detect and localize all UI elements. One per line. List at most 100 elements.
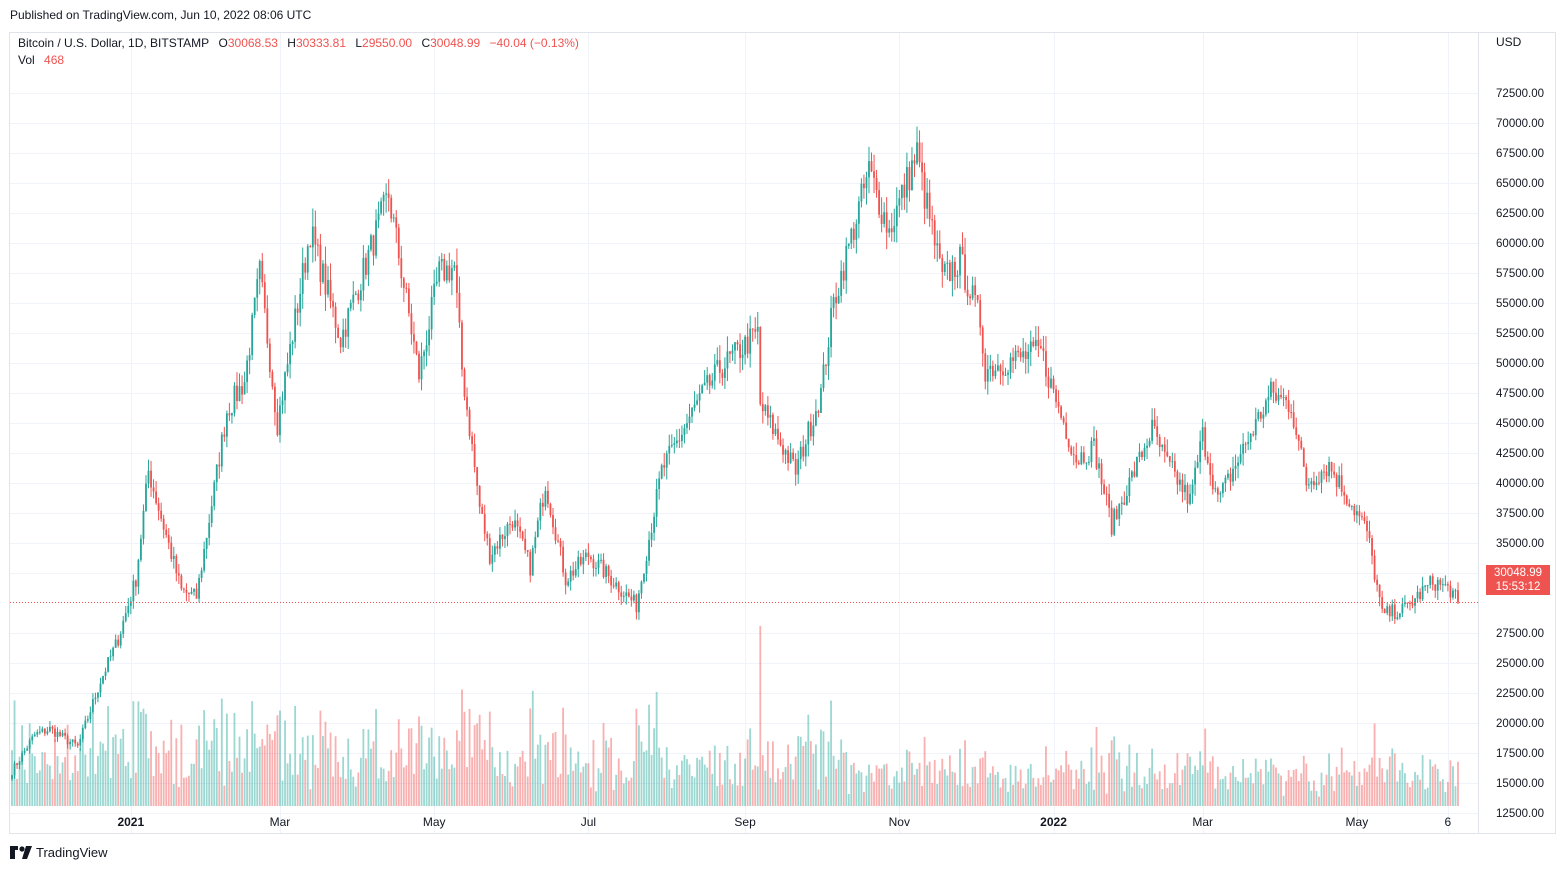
candle-body	[534, 537, 537, 549]
candle-body	[1052, 378, 1055, 390]
volume-bar	[1361, 784, 1363, 806]
volume-bar	[1075, 769, 1078, 806]
volume-bar	[1209, 761, 1212, 806]
candle-body	[1022, 351, 1025, 358]
candle-body	[1161, 444, 1164, 448]
candle-body	[311, 226, 314, 248]
candle-body	[1325, 471, 1328, 477]
volume-bar	[463, 711, 466, 806]
candle-body	[185, 589, 188, 593]
candle-body	[1345, 495, 1348, 504]
candle-body	[43, 728, 46, 734]
candle-body	[1103, 484, 1105, 494]
volume-bar	[734, 763, 736, 806]
candle-body	[175, 555, 178, 574]
volume-bar	[1196, 769, 1199, 806]
volume-bar	[1067, 764, 1070, 806]
candle-body	[933, 220, 936, 246]
volume-bar	[402, 767, 405, 806]
volume-bar	[794, 756, 797, 806]
candle-body	[1211, 474, 1214, 490]
volume-bar	[1136, 752, 1138, 806]
candle-body	[607, 566, 610, 577]
volume-bar	[916, 768, 918, 806]
candle-body	[1242, 443, 1245, 454]
candle-body	[119, 633, 122, 646]
candle-body	[76, 743, 79, 746]
volume-bar	[1254, 758, 1257, 806]
candle-body	[622, 595, 625, 597]
candle-body	[825, 364, 827, 366]
candle-body	[1032, 341, 1035, 347]
volume-bar	[66, 724, 69, 806]
candle-body	[1216, 488, 1219, 495]
candle-body	[855, 223, 858, 240]
candle-body	[425, 345, 428, 352]
volume-bar	[1449, 760, 1452, 806]
volume-bar	[301, 737, 304, 806]
volume-bar	[344, 778, 347, 806]
candle-body	[847, 243, 850, 246]
price-axis-currency[interactable]: USD	[1496, 35, 1522, 49]
candle-body	[294, 308, 297, 342]
candle-body	[905, 167, 908, 198]
volume-bar	[607, 747, 610, 806]
volume-bar	[418, 716, 420, 806]
candle-body	[557, 540, 559, 542]
volume-bar	[1454, 786, 1457, 806]
legend-ohlc-row: Bitcoin / U.S. Dollar, 1D, BITSTAMP O300…	[18, 35, 579, 52]
price-tick-label: 12500.00	[1496, 808, 1544, 820]
volume-bar	[1221, 778, 1224, 806]
volume-bar	[809, 741, 812, 806]
volume-bar	[1300, 773, 1303, 806]
candle-body	[1088, 461, 1090, 463]
volume-bar	[1206, 772, 1209, 806]
candle-body	[1004, 374, 1007, 376]
candle-body	[1292, 412, 1295, 428]
volume-bar	[670, 787, 673, 806]
candle-body	[529, 551, 532, 576]
legend-vol-label[interactable]: Vol	[18, 53, 35, 67]
volume-bar	[746, 739, 749, 806]
candle-body	[625, 592, 628, 596]
volume-bar	[256, 748, 259, 806]
volume-bar	[686, 759, 688, 806]
volume-bar	[1426, 787, 1429, 806]
volume-bar	[569, 747, 572, 806]
volume-bar	[433, 756, 436, 806]
candle-body	[1173, 461, 1176, 472]
volume-bar	[506, 750, 509, 806]
candle-body	[1335, 474, 1338, 487]
candle-body	[41, 728, 44, 732]
candle-body	[117, 639, 120, 646]
candle-body	[729, 351, 731, 354]
candle-body	[463, 369, 466, 397]
volume-bar	[627, 780, 630, 806]
tradingview-brand[interactable]: TradingView	[10, 845, 108, 860]
candle-body	[23, 750, 26, 753]
candle-body	[1199, 441, 1202, 463]
volume-bar	[473, 725, 476, 806]
volume-bar	[1270, 758, 1272, 806]
volume-bar	[185, 777, 188, 806]
volume-bar	[678, 774, 681, 806]
volume-bar	[1130, 786, 1133, 806]
candle-body	[865, 177, 868, 189]
candle-body	[456, 265, 458, 293]
volume-bar	[89, 748, 92, 806]
candle-body	[549, 503, 552, 516]
legend-symbol[interactable]: Bitcoin / U.S. Dollar, 1D, BITSTAMP	[18, 36, 210, 50]
volume-bar	[1181, 769, 1184, 806]
candle-body	[402, 278, 405, 288]
volume-bar	[387, 770, 390, 806]
volume-bar	[1095, 726, 1098, 806]
candle-body	[1424, 585, 1427, 587]
volume-bar	[1065, 750, 1068, 806]
volume-bar	[921, 785, 923, 806]
volume-bar	[94, 773, 97, 806]
volume-bar	[1302, 755, 1305, 806]
candle-body	[544, 490, 547, 507]
volume-bar	[1191, 774, 1194, 806]
candle-body	[97, 692, 99, 698]
